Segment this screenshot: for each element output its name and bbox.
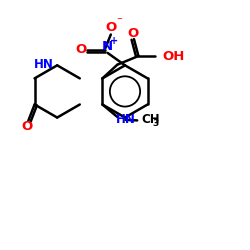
Text: 3: 3 (152, 119, 158, 128)
Text: +: + (110, 36, 118, 46)
Text: ⁻: ⁻ (116, 16, 122, 26)
Text: O: O (127, 27, 138, 40)
Text: O: O (106, 21, 117, 34)
Text: N: N (102, 40, 113, 54)
Text: HN: HN (34, 58, 54, 70)
Text: OH: OH (162, 50, 184, 62)
Text: HN: HN (116, 114, 136, 126)
Text: CH: CH (142, 114, 160, 126)
Text: O: O (22, 120, 33, 132)
Text: O: O (76, 44, 87, 57)
